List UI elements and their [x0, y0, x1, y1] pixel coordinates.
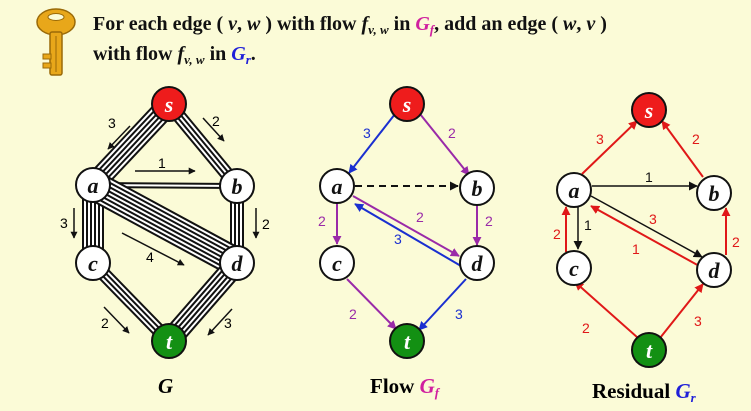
svg-text:s: s	[644, 98, 654, 123]
gr-node-s: s	[631, 92, 667, 128]
g-edge-c-t	[87, 258, 175, 346]
svg-text:b: b	[709, 181, 720, 206]
gr-edge-a-d	[590, 195, 703, 258]
g-label-a-c: 3	[60, 215, 68, 231]
svg-text:b: b	[232, 174, 243, 199]
svg-text:c: c	[332, 251, 342, 276]
svg-text:a: a	[88, 173, 99, 198]
graph-g: 3 2 1 3 2 4 2 3 s a b c d t	[60, 86, 270, 359]
svg-text:b: b	[472, 176, 483, 201]
gf-edge-a-d	[352, 195, 460, 257]
gf-label-s-a: 3	[363, 125, 371, 141]
svg-text:t: t	[166, 329, 173, 354]
gf-label-a-d: 2	[416, 209, 424, 225]
gr-label-d-b: 2	[732, 234, 740, 250]
g-dir-arrow-s-a	[107, 125, 131, 150]
svg-text:d: d	[709, 258, 721, 283]
gr-label-a-d: 3	[649, 211, 657, 227]
svg-text:s: s	[402, 92, 412, 117]
gf-edge-d-a	[354, 203, 462, 267]
gr-label-a-s: 3	[596, 131, 604, 147]
graph-gr: 3 2 1 2 1 2 3 1 2 3 s a b c d t	[553, 92, 740, 368]
gr-label-d-a: 1	[632, 241, 640, 257]
gf-label-b-d: 2	[485, 213, 493, 229]
g-dir-arrow-c-t	[103, 306, 130, 334]
gf-node-c: c	[319, 245, 355, 281]
g-node-s: s	[151, 86, 187, 122]
g-label-b-d: 2	[262, 216, 270, 232]
g-label-a-b: 1	[158, 155, 166, 171]
header-line-2: with flow fv, w in Gr.	[93, 43, 256, 67]
gr-node-t: t	[631, 332, 667, 368]
g-node-a: a	[75, 167, 111, 203]
caption-g: G	[158, 374, 174, 398]
g-dir-arrow-s-b	[202, 117, 225, 142]
gr-label-c-a: 2	[553, 226, 561, 242]
g-dir-arrow-d-t	[207, 308, 233, 336]
gr-node-c: c	[556, 250, 592, 286]
gf-label-d-a: 3	[394, 231, 402, 247]
gr-node-d: d	[696, 252, 732, 288]
gr-edge-b-s	[661, 120, 704, 178]
g-edge-a-d	[85, 171, 245, 277]
key-icon	[36, 8, 76, 76]
gr-edge-t-d	[659, 283, 704, 339]
g-node-b: b	[219, 168, 255, 204]
gf-node-t: t	[389, 323, 425, 359]
g-label-d-t: 3	[224, 315, 232, 331]
gf-label-c-t: 2	[349, 306, 357, 322]
gr-edge-d-a	[590, 205, 702, 268]
caption-residual: Residual Gr	[592, 379, 696, 405]
svg-text:t: t	[404, 329, 411, 354]
g-node-d: d	[219, 245, 255, 281]
svg-text:c: c	[569, 256, 579, 281]
svg-text:d: d	[232, 251, 244, 276]
gr-node-b: b	[696, 175, 732, 211]
svg-text:c: c	[88, 251, 98, 276]
g-label-s-a: 3	[108, 115, 116, 131]
gr-label-t-c: 2	[582, 320, 590, 336]
g-node-t: t	[151, 323, 187, 359]
g-label-a-d: 4	[146, 249, 154, 265]
svg-text:s: s	[164, 92, 174, 117]
svg-text:a: a	[569, 178, 580, 203]
gf-node-a: a	[319, 168, 355, 204]
gf-node-b: b	[459, 170, 495, 206]
graph-gf: 3 2 2 2 2 3 2 3 s a b c d t	[318, 86, 495, 359]
gf-edge-d-t	[418, 278, 467, 331]
gr-edge-a-s	[581, 120, 638, 175]
gf-node-s: s	[389, 86, 425, 122]
caption-flow: Flow Gf	[370, 374, 440, 400]
g-label-c-t: 2	[101, 315, 109, 331]
gf-node-d: d	[459, 245, 495, 281]
gf-label-a-c: 2	[318, 213, 326, 229]
gr-label-b-s: 2	[692, 131, 700, 147]
gf-edge-s-b	[419, 113, 470, 176]
gf-edge-s-a	[348, 113, 396, 174]
gf-label-d-t: 3	[455, 306, 463, 322]
g-edge-s-a	[84, 96, 178, 193]
gr-label-a-c: 1	[584, 217, 592, 233]
gf-edge-c-t	[346, 278, 397, 330]
gr-edge-t-c	[574, 281, 639, 339]
gf-label-s-b: 2	[448, 125, 456, 141]
header-line-1: For each edge ( v, w ) with flow fv, w i…	[93, 13, 607, 37]
gr-node-a: a	[556, 172, 592, 208]
svg-text:d: d	[472, 251, 484, 276]
gr-label-a-b: 1	[645, 169, 653, 185]
gr-label-t-d: 3	[694, 313, 702, 329]
g-dir-arrow-a-d	[121, 232, 185, 266]
g-node-c: c	[75, 245, 111, 281]
g-label-s-b: 2	[212, 113, 220, 129]
svg-text:t: t	[646, 338, 653, 363]
svg-text:a: a	[332, 174, 343, 199]
